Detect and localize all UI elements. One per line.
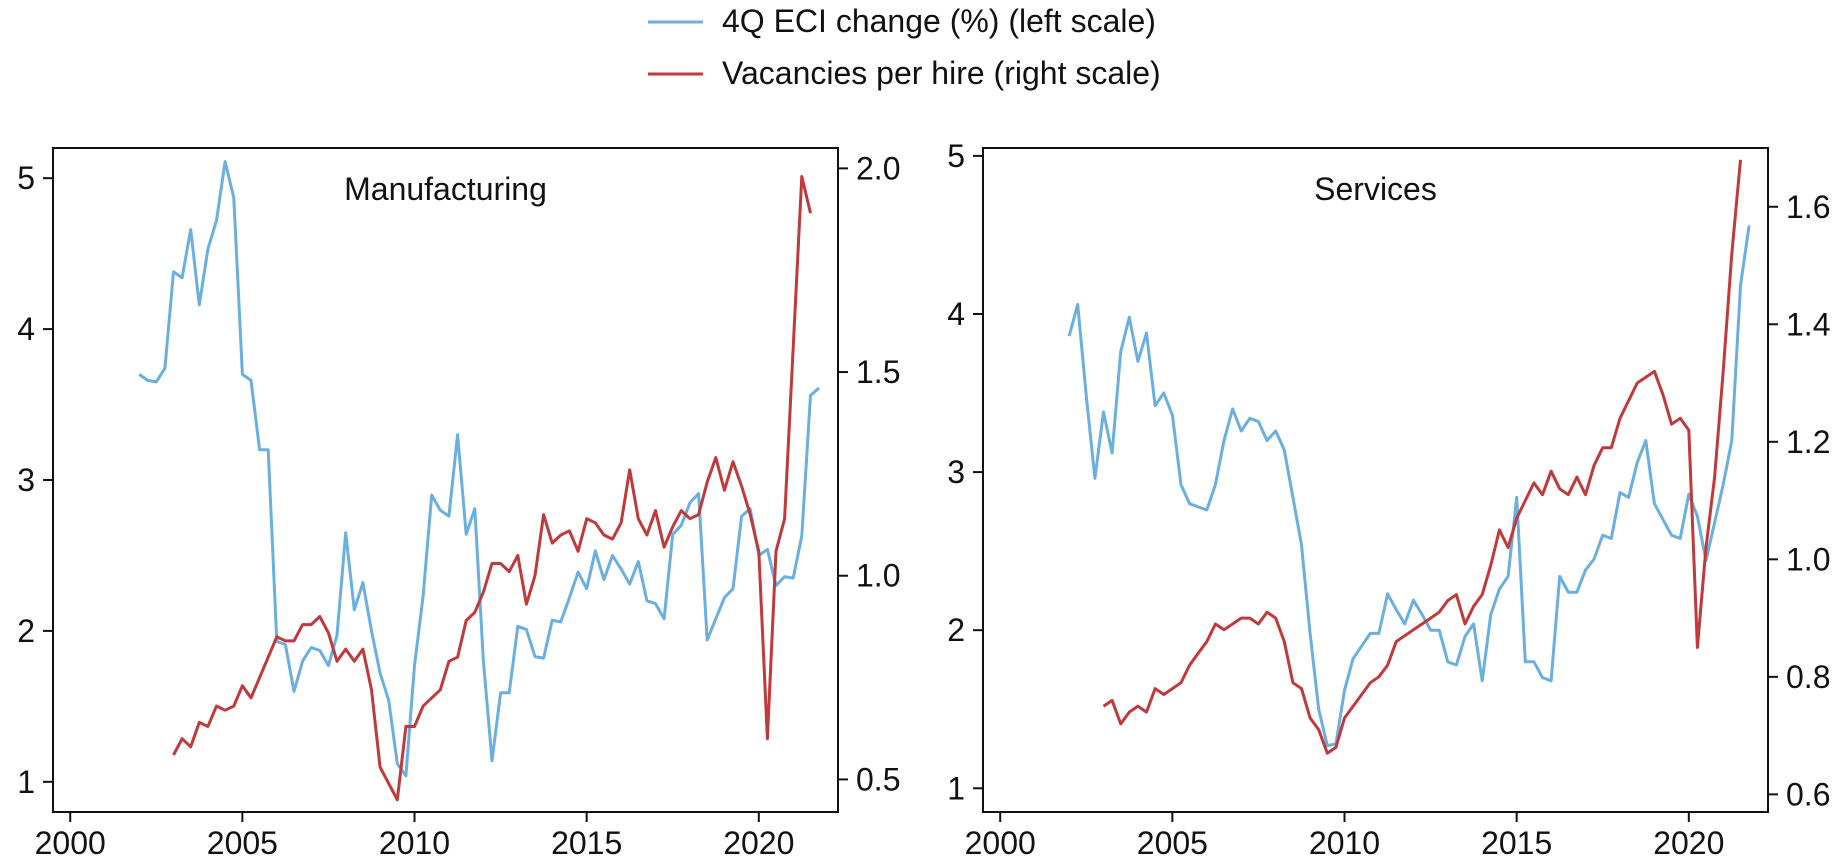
legend: 4Q ECI change (%) (left scale) Vacancies … <box>648 3 1161 91</box>
y-left-tick-label: 3 <box>947 454 965 490</box>
x-tick-label: 2005 <box>207 825 278 861</box>
y-right-tick-label: 0.8 <box>1786 659 1830 695</box>
x-tick-label: 2020 <box>723 825 794 861</box>
panel-title: Manufacturing <box>344 171 547 207</box>
y-right-tick-label: 1.0 <box>1786 541 1830 577</box>
y-right-tick-label: 1.6 <box>1786 189 1830 225</box>
y-left-tick-label: 1 <box>17 764 35 800</box>
vacancies-per-hire-line <box>172 175 812 802</box>
y-left-tick-label: 2 <box>17 613 35 649</box>
vacancies-per-hire-line <box>1102 159 1742 755</box>
y-left-tick-label: 4 <box>17 311 35 347</box>
x-tick-label: 2000 <box>965 825 1036 861</box>
chart-panel-manufacturing: Manufacturing 2000 2005 2010 2015 2020 1 2 3 4 5 0.… <box>17 147 900 861</box>
x-tick-label: 2015 <box>1481 825 1552 861</box>
eci-change-line <box>1067 225 1751 748</box>
y-right-tick-label: 1.2 <box>1786 424 1830 460</box>
y-right-tick-label: 0.5 <box>856 761 900 797</box>
x-tick-label: 2015 <box>551 825 622 861</box>
y-left-tick-label: 2 <box>947 612 965 648</box>
x-tick-label: 2005 <box>1137 825 1208 861</box>
y-left-tick-label: 5 <box>947 138 965 174</box>
x-tick-label: 2010 <box>379 825 450 861</box>
legend-label: Vacancies per hire (right scale) <box>722 55 1161 91</box>
y-right-tick-label: 1.4 <box>1786 306 1830 342</box>
chart-panel-services: Services 2000 2005 2010 2015 2020 1 2 3 4 5 0.6 0.8 1… <box>947 138 1830 861</box>
y-right-tick-label: 1.5 <box>856 354 900 390</box>
plot-frame <box>982 147 1769 813</box>
y-right-tick-label: 1.0 <box>856 558 900 594</box>
y-left-tick-label: 3 <box>17 462 35 498</box>
y-left-tick-label: 4 <box>947 296 965 332</box>
y-right-tick-label: 0.6 <box>1786 776 1830 812</box>
x-tick-label: 2000 <box>35 825 106 861</box>
y-left-tick-label: 5 <box>17 160 35 196</box>
legend-label: 4Q ECI change (%) (left scale) <box>722 3 1156 39</box>
x-tick-label: 2010 <box>1309 825 1380 861</box>
panel-title: Services <box>1314 171 1437 207</box>
x-tick-label: 2020 <box>1653 825 1724 861</box>
y-right-tick-label: 2.0 <box>856 150 900 186</box>
eci-change-line <box>138 160 821 778</box>
y-left-tick-label: 1 <box>947 770 965 806</box>
